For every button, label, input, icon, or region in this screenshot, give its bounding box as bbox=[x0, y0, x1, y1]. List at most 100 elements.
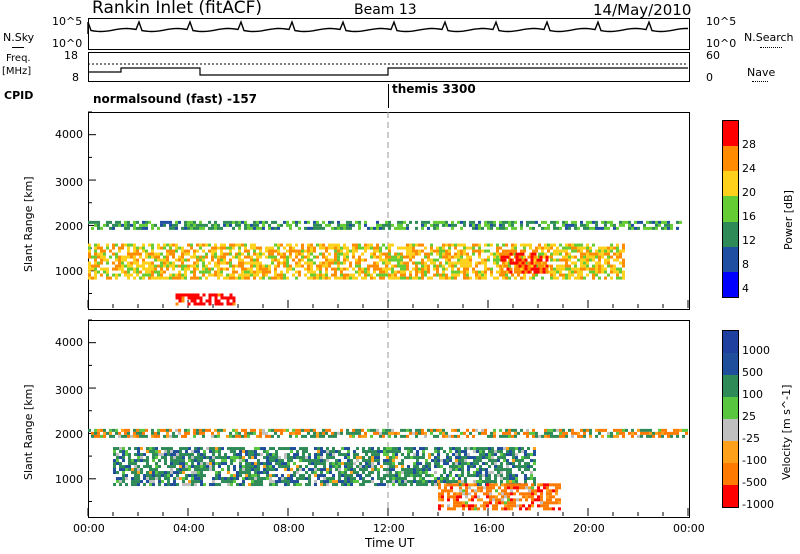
power-cell-band_2000km bbox=[247, 226, 250, 230]
power-cell-band_1000km bbox=[265, 264, 268, 268]
velocity-cell-negative_patch bbox=[552, 507, 555, 511]
velocity-cell-band_2000km bbox=[589, 428, 592, 432]
power-cell-band_1000km bbox=[538, 246, 541, 250]
velocity-cell-band_1000km bbox=[236, 477, 239, 481]
velocity-cell-band_1000km bbox=[350, 483, 353, 487]
power-cell-band_1000km bbox=[424, 270, 427, 274]
power-cell-band_2000km bbox=[631, 226, 634, 230]
velocity-cell-band_1000km bbox=[200, 465, 203, 469]
velocity-cell-band_2000km bbox=[454, 434, 457, 438]
power-cell-band_2000km bbox=[421, 226, 424, 230]
power-cell-band_1000km bbox=[355, 243, 358, 247]
velocity-cell-band_1000km bbox=[410, 456, 413, 460]
velocity-cell-band_2000km bbox=[610, 434, 613, 438]
power-cell-band_1000km bbox=[565, 258, 568, 262]
velocity-cell-band_1000km bbox=[452, 453, 455, 457]
velocity-cell-negative_patch bbox=[471, 498, 474, 502]
power-cell-band_1000km bbox=[502, 273, 505, 277]
velocity-cell-band_1000km bbox=[449, 456, 452, 460]
velocity-cell-band_1000km bbox=[203, 483, 206, 487]
velocity-cell-negative_patch bbox=[534, 498, 537, 502]
power-cell-band_1000km bbox=[571, 255, 574, 259]
power-cell-band_2000km bbox=[511, 226, 514, 230]
power-cell-band_1000km bbox=[430, 276, 433, 280]
velocity-cell-band_1000km bbox=[359, 483, 362, 487]
velocity-cell-band_1000km bbox=[356, 453, 359, 457]
power-cell-band_1000km bbox=[556, 276, 559, 280]
velocity-cell-band_1000km bbox=[458, 483, 461, 487]
power-cell-band_1000km bbox=[151, 273, 154, 277]
velocity-cell-band_1000km bbox=[374, 450, 377, 454]
power-cell-band_2000km bbox=[322, 226, 325, 230]
power-cell-band_1000km bbox=[208, 249, 211, 253]
power-cell-band_1000km bbox=[145, 270, 148, 274]
power-cell-band_1000km bbox=[418, 261, 421, 265]
velocity-cell-band_2000km bbox=[382, 434, 385, 438]
power-cell-band_1000km bbox=[613, 258, 616, 262]
velocity-cell-band_1000km bbox=[212, 459, 215, 463]
power-cell-band_1000km bbox=[337, 267, 340, 271]
velocity-cell-band_1000km bbox=[356, 480, 359, 484]
velocity-cell-band_1000km bbox=[149, 471, 152, 475]
power-cell-hot_spot_morning bbox=[196, 296, 200, 300]
xtick-0: 00:00 bbox=[73, 522, 105, 535]
power-cell-band_1000km bbox=[415, 276, 418, 280]
power-cell-band_1000km bbox=[619, 252, 622, 256]
power-cell-band_1000km bbox=[442, 264, 445, 268]
power-cell-band_1000km bbox=[322, 273, 325, 277]
velocity-cell-negative_patch bbox=[471, 483, 474, 487]
velocity-cell-band_1000km bbox=[173, 456, 176, 460]
power-cell-hot_spot_morning bbox=[190, 296, 194, 300]
velocity-cell-band_1000km bbox=[194, 465, 197, 469]
velocity-cell-band_1000km bbox=[236, 453, 239, 457]
power-cell-band_1000km bbox=[259, 261, 262, 265]
velocity-cell-band_1000km bbox=[353, 480, 356, 484]
power-cell-band_1000km bbox=[550, 252, 553, 256]
power-cell-band_1000km bbox=[346, 252, 349, 256]
velocity-cell-band_1000km bbox=[377, 468, 380, 472]
velocity-cell-band_1000km bbox=[137, 468, 140, 472]
velocity-cell-band_1000km bbox=[467, 453, 470, 457]
power-cell-band_2000km bbox=[655, 226, 658, 230]
power-cell-band_1000km bbox=[325, 255, 328, 259]
velocity-cell-band_1000km bbox=[278, 456, 281, 460]
power-cell-band_2000km bbox=[190, 223, 193, 227]
power-cell-band_1000km bbox=[151, 252, 154, 256]
velocity-cell-band_1000km bbox=[284, 462, 287, 466]
velocity-cell-band_1000km bbox=[500, 450, 503, 454]
power-cell-band_1000km bbox=[193, 249, 196, 253]
power-cell-band_1000km bbox=[229, 273, 232, 277]
power-cell-band_2000km bbox=[214, 220, 217, 224]
power-cell-band_1000km bbox=[214, 255, 217, 259]
power-cell-band_1000km bbox=[358, 264, 361, 268]
velocity-cell-band_1000km bbox=[464, 462, 467, 466]
velocity-cell-band_1000km bbox=[170, 462, 173, 466]
velocity-cell-band_1000km bbox=[272, 465, 275, 469]
power-cell-band_1000km bbox=[514, 270, 517, 274]
velocity-cell-band_2000km bbox=[292, 431, 295, 435]
velocity-cell-band_2000km bbox=[211, 431, 214, 435]
power-cell-band_1000km bbox=[298, 258, 301, 262]
velocity-cell-band_2000km bbox=[544, 431, 547, 435]
velocity-cell-band_1000km bbox=[410, 480, 413, 484]
power-cell-band_1000km bbox=[400, 270, 403, 274]
velocity-cell-band_1000km bbox=[404, 474, 407, 478]
power-cell-band_1000km bbox=[463, 249, 466, 253]
power-cell-hot_spot_morning bbox=[175, 293, 179, 297]
power-cell-band_2000km bbox=[424, 220, 427, 224]
velocity-cell-band_1000km bbox=[308, 483, 311, 487]
power-cell-band_1000km bbox=[622, 273, 625, 277]
velocity-cell-band_2000km bbox=[136, 431, 139, 435]
power-cell-band_2000km bbox=[271, 226, 274, 230]
velocity-cell-band_1000km bbox=[512, 450, 515, 454]
velocity-cell-band_1000km bbox=[473, 465, 476, 469]
power-cell-band_1000km bbox=[286, 264, 289, 268]
vel-cbar-m1000: -1000 bbox=[742, 498, 774, 511]
power-cell-band_2000km bbox=[592, 226, 595, 230]
nave-tick-top: 60 bbox=[706, 49, 720, 62]
velocity-cell-band_1000km bbox=[158, 453, 161, 457]
velocity-cell-band_1000km bbox=[341, 447, 344, 451]
velocity-cell-band_1000km bbox=[344, 483, 347, 487]
velocity-cell-negative_patch bbox=[513, 498, 516, 502]
power-cell-band_2000km bbox=[211, 223, 214, 227]
